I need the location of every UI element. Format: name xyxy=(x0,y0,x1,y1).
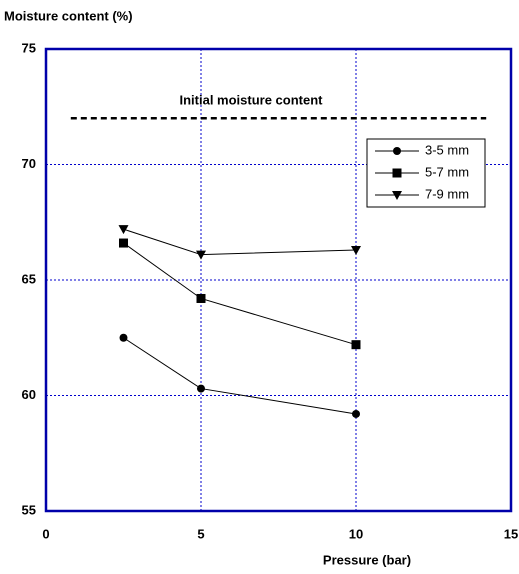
legend-label: 7-9 mm xyxy=(425,186,469,201)
legend-label: 3-5 mm xyxy=(425,142,469,157)
x-tick-label: 15 xyxy=(504,526,518,541)
y-tick-label: 60 xyxy=(22,387,36,402)
marker xyxy=(352,409,360,418)
y-tick-label: 65 xyxy=(22,271,36,286)
marker xyxy=(196,250,206,260)
legend-marker xyxy=(392,191,402,200)
plot-frame xyxy=(44,47,513,513)
marker xyxy=(351,245,361,255)
reference-label: Initial moisture content xyxy=(179,93,323,108)
y-tick-label: 75 xyxy=(22,40,36,55)
x-tick-label: 0 xyxy=(42,526,49,541)
marker xyxy=(351,340,361,350)
series-line xyxy=(123,242,357,346)
x-tick-label: 5 xyxy=(197,526,204,541)
y-axis-label: Moisture content (%) xyxy=(4,8,133,23)
legend-marker xyxy=(392,168,402,178)
y-tick-label: 70 xyxy=(22,156,36,171)
marker xyxy=(119,333,128,342)
series-line xyxy=(123,337,357,415)
legend-marker xyxy=(393,147,401,155)
y-tick-label: 55 xyxy=(22,502,36,517)
x-axis-label: Pressure (bar) xyxy=(323,552,411,567)
marker xyxy=(197,384,205,393)
marker xyxy=(196,293,206,303)
marker xyxy=(118,225,129,235)
x-tick-label: 10 xyxy=(349,526,363,541)
marker xyxy=(119,238,128,248)
series-line xyxy=(123,228,357,256)
legend-label: 5-7 mm xyxy=(425,164,469,179)
